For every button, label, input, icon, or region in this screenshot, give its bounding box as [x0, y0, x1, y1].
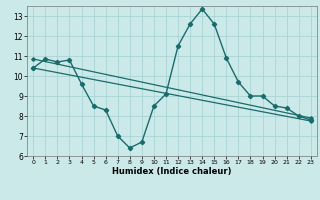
X-axis label: Humidex (Indice chaleur): Humidex (Indice chaleur): [112, 167, 232, 176]
